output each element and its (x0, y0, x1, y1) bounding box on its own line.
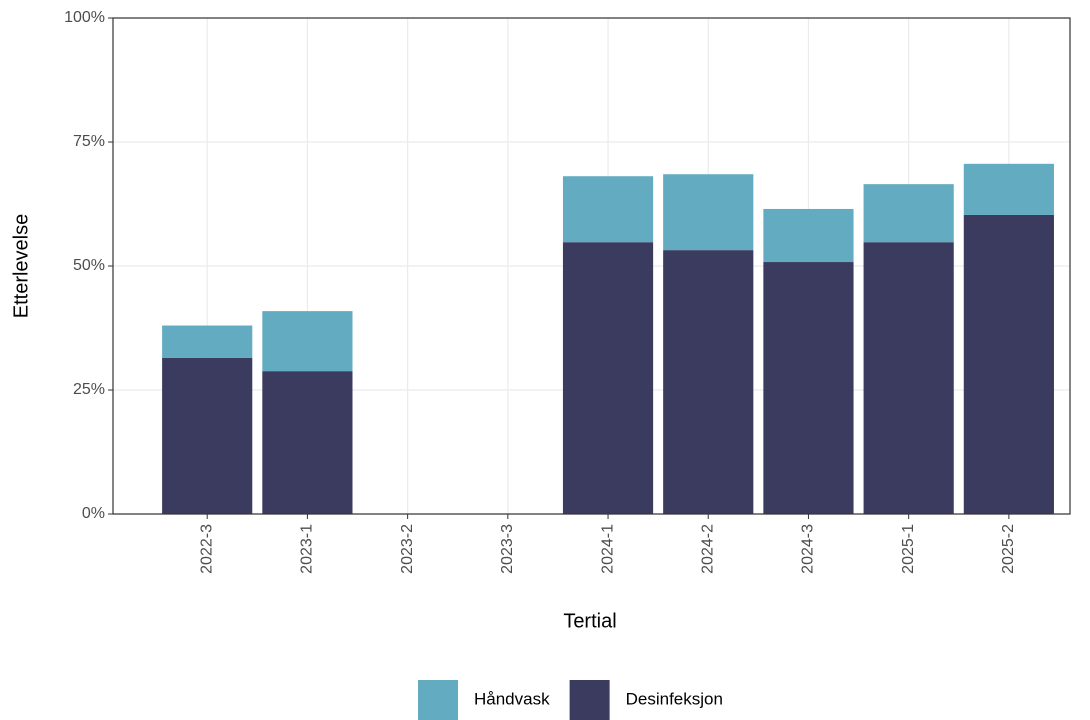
legend-key (418, 680, 458, 720)
legend-label: Desinfeksjon (626, 689, 723, 708)
bar-segment (863, 242, 954, 514)
y-tick-label: 100% (64, 9, 105, 26)
bar-segment (262, 311, 353, 372)
bar-segment (763, 208, 854, 263)
bar-segment (562, 176, 654, 243)
x-tick-label: 2023-2 (399, 524, 416, 574)
y-tick-label: 0% (82, 505, 105, 522)
y-tick-label: 75% (73, 133, 105, 150)
panel-border (112, 17, 1071, 515)
x-tick-label: 2025-1 (900, 524, 917, 574)
bar-segment (863, 184, 954, 243)
bar-segment (162, 357, 253, 514)
x-tick-label: 2022-3 (198, 524, 215, 574)
y-tick-label: 50% (73, 257, 105, 274)
bar-segment (963, 163, 1054, 215)
bar-segment (562, 242, 654, 514)
x-tick-label: 2025-2 (1000, 524, 1017, 574)
bar-segment (763, 262, 854, 514)
x-tick-label: 2024-1 (599, 524, 616, 574)
x-tick-label: 2023-3 (499, 524, 516, 574)
bar-segment (262, 371, 353, 514)
x-tick-label: 2023-1 (299, 524, 316, 574)
legend-key (569, 680, 610, 720)
x-axis-label: Tertial (563, 610, 616, 632)
y-tick-label: 25% (73, 381, 105, 398)
bar-segment (162, 325, 253, 358)
legend-label: Håndvask (474, 689, 550, 708)
y-axis-label: Etterlevelse (10, 214, 32, 319)
bar-segment (663, 174, 754, 251)
bar-segment (963, 214, 1054, 515)
bar-segment (663, 250, 754, 515)
x-tick-label: 2024-2 (699, 524, 716, 574)
x-tick-label: 2024-3 (800, 524, 817, 574)
